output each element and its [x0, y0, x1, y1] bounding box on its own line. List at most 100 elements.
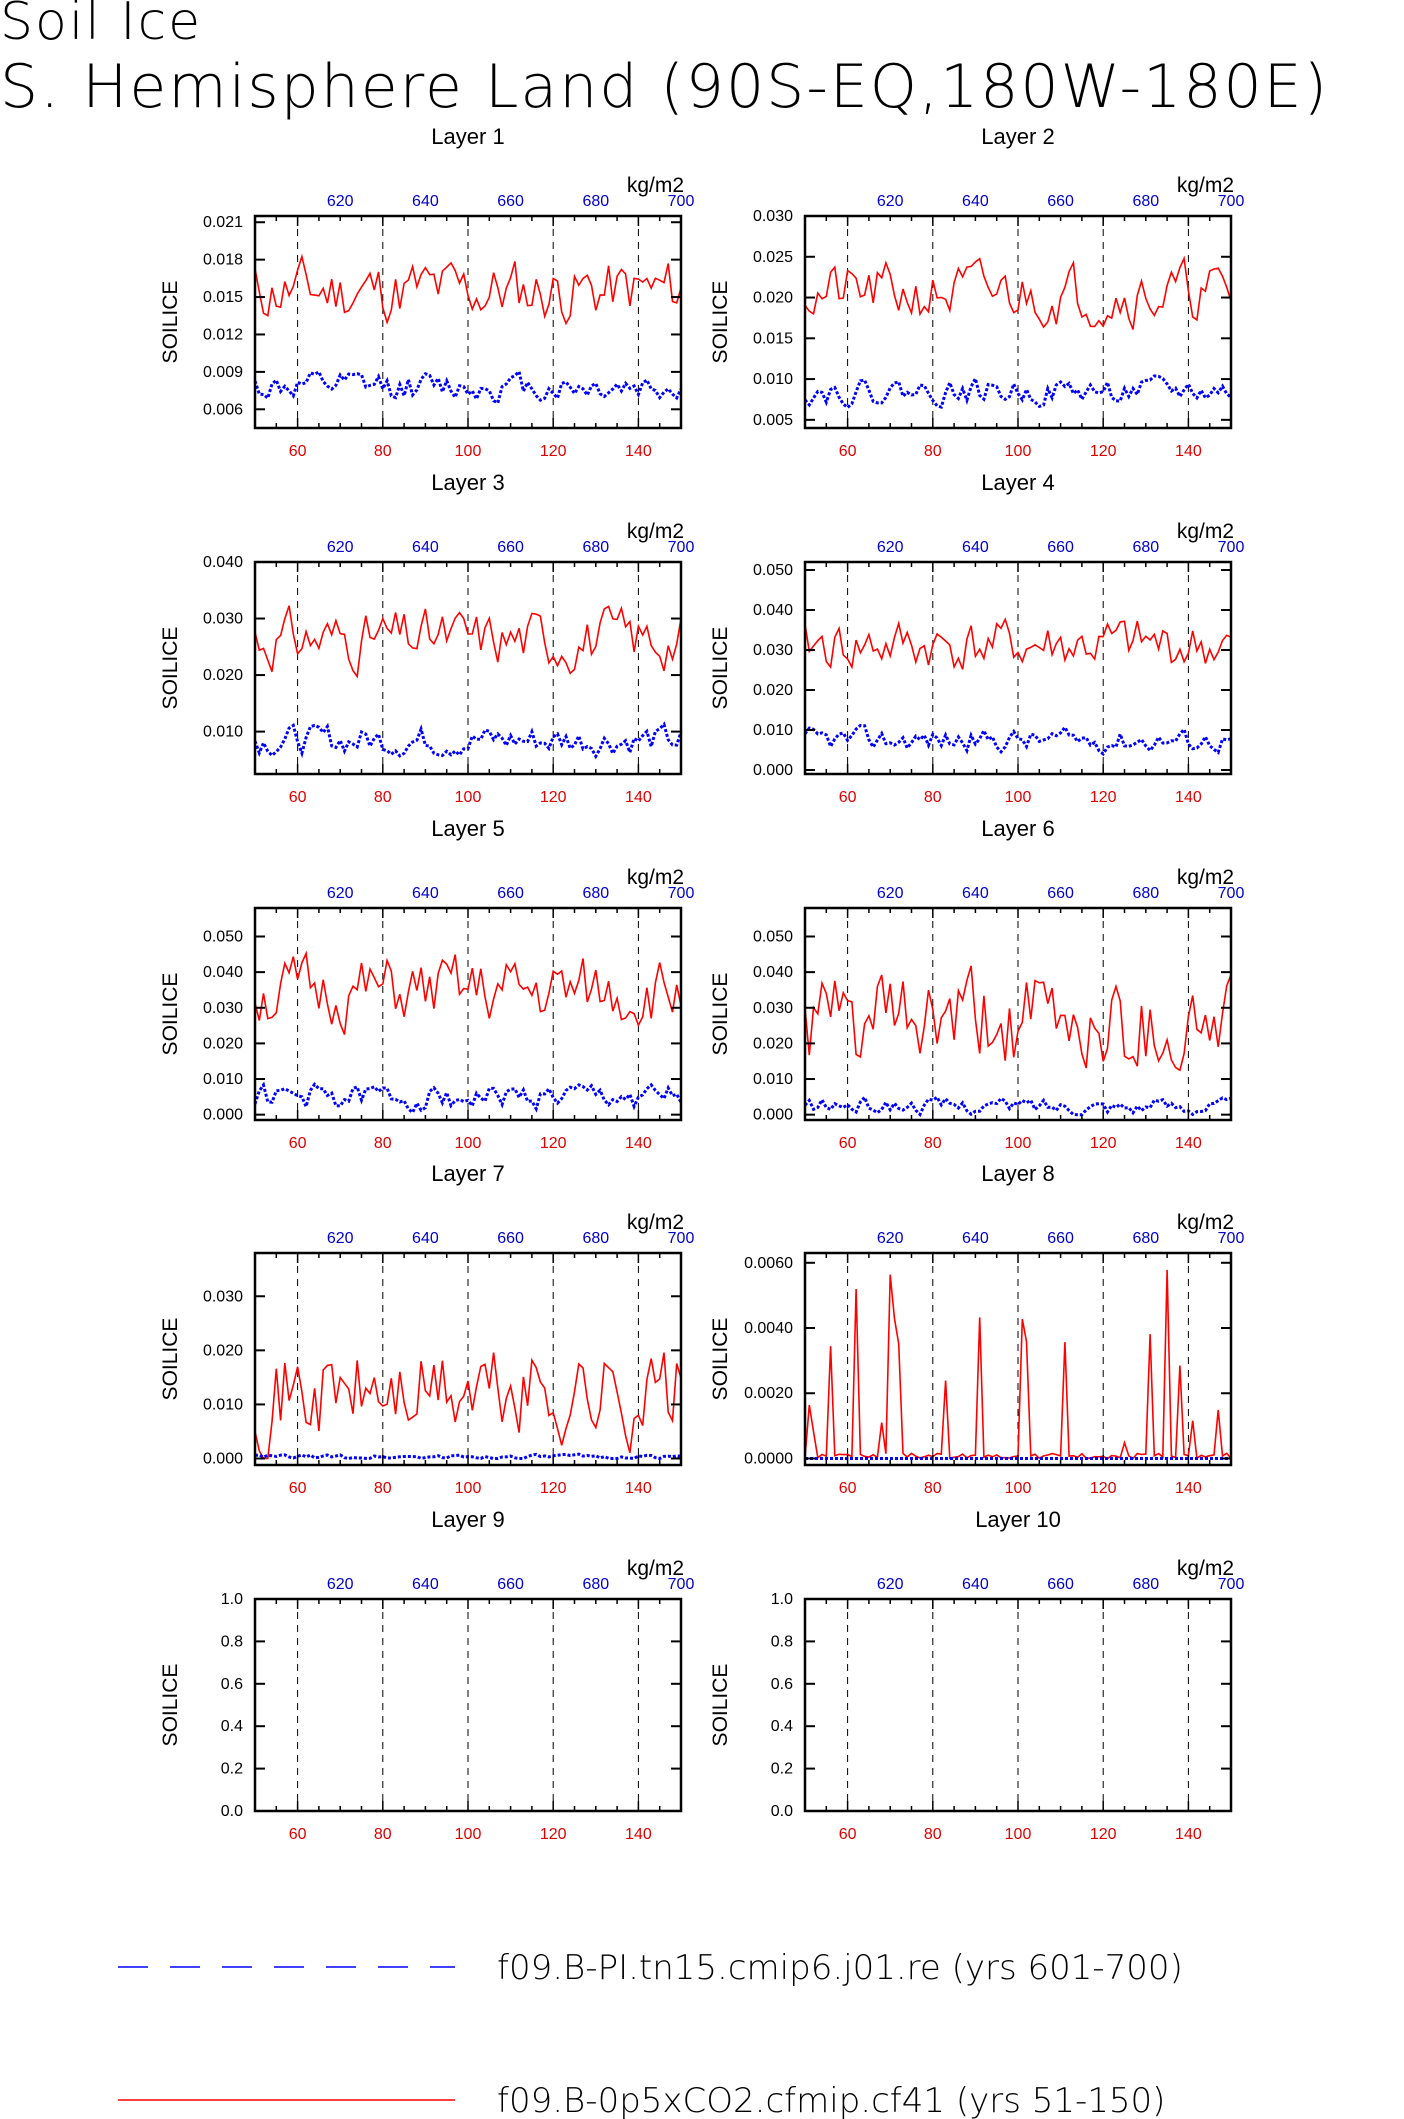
series-line-red	[254, 605, 682, 679]
x2-tick-label: 700	[1218, 193, 1245, 210]
x-tick-label: 140	[1175, 1480, 1202, 1497]
x-tick-label: 120	[540, 789, 567, 806]
y-tick-label: 0.010	[753, 722, 793, 739]
x2-tick-label: 680	[1132, 1576, 1159, 1593]
panel-title: Layer 1	[431, 124, 504, 149]
y-tick-label: 0.030	[753, 208, 793, 225]
y-axis-label: SOILICE	[159, 1664, 182, 1747]
y-axis-label: SOILICE	[709, 973, 732, 1056]
y-tick-label: 0.030	[203, 1000, 243, 1017]
x2-axis-label: kg/m2	[1177, 520, 1234, 543]
y-tick-label: 0.040	[753, 964, 793, 981]
x2-tick-label: 660	[497, 885, 524, 902]
y-tick-label: 0.021	[203, 214, 243, 231]
x2-tick-label: 620	[877, 885, 904, 902]
panel-4: Layer 4 kg/m2 SOILICE 0.000 0.010 0.020 0.030 0…	[709, 470, 1244, 806]
x-tick-label: 140	[625, 1135, 652, 1152]
panel-title: Layer 6	[981, 816, 1054, 841]
x2-tick-label: 700	[668, 1230, 695, 1247]
series-line-blue	[803, 1094, 1232, 1118]
y-tick-label: 0.0000	[744, 1450, 793, 1467]
panel-title: Layer 4	[981, 470, 1054, 495]
x2-axis-label: kg/m2	[1177, 174, 1234, 197]
x2-tick-label: 620	[327, 1230, 354, 1247]
panel-10: Layer 10 kg/m2 SOILICE 0.0 0.2 0.4 0.6 0.8 1.0 60…	[709, 1507, 1244, 1843]
y-tick-label: 0.040	[203, 554, 243, 571]
x2-tick-label: 640	[412, 539, 439, 556]
x-tick-label: 100	[1005, 1135, 1032, 1152]
series-line-red	[804, 617, 1232, 670]
x-tick-label: 60	[839, 789, 857, 806]
y-tick-label: 0.006	[203, 401, 243, 418]
series-line-red	[254, 1352, 682, 1460]
y-tick-label: 0.6	[221, 1676, 243, 1693]
y-tick-label: 0.015	[203, 289, 243, 306]
x2-tick-label: 640	[412, 193, 439, 210]
x-tick-label: 100	[455, 789, 482, 806]
x2-tick-label: 680	[1132, 539, 1159, 556]
x2-tick-label: 680	[1132, 1230, 1159, 1247]
y-axis-label: SOILICE	[709, 1664, 732, 1747]
y-tick-label: 0.000	[753, 1107, 793, 1124]
x2-tick-label: 660	[1047, 885, 1074, 902]
y-tick-label: 0.020	[203, 1342, 243, 1359]
y-tick-label: 0.8	[221, 1633, 243, 1650]
y-axis-label: SOILICE	[159, 1318, 182, 1401]
y-tick-label: 0.030	[753, 642, 793, 659]
y-tick-label: 0.012	[203, 326, 243, 343]
series-line-blue	[253, 721, 683, 760]
x2-tick-label: 680	[582, 1230, 609, 1247]
series-line-red	[804, 965, 1232, 1072]
x-tick-label: 60	[839, 1135, 857, 1152]
x-tick-label: 120	[1090, 789, 1117, 806]
y-tick-label: 0.010	[203, 1071, 243, 1088]
x2-tick-label: 620	[877, 1576, 904, 1593]
panel-1: Layer 1 kg/m2 SOILICE 0.006 0.009 0.012 0.015 0…	[159, 124, 694, 460]
x2-tick-label: 700	[668, 1576, 695, 1593]
x-tick-label: 120	[540, 1826, 567, 1843]
panel-title: Layer 10	[975, 1507, 1061, 1532]
x2-axis-label: kg/m2	[627, 1557, 684, 1580]
x-tick-label: 80	[374, 443, 392, 460]
x2-tick-label: 620	[877, 193, 904, 210]
y-tick-label: 0.4	[221, 1718, 243, 1735]
y-tick-label: 0.050	[203, 929, 243, 946]
y-tick-label: 0.040	[753, 602, 793, 619]
x-tick-label: 60	[289, 789, 307, 806]
x2-tick-label: 700	[668, 193, 695, 210]
y-tick-label: 1.0	[771, 1591, 793, 1608]
y-tick-label: 0.018	[203, 252, 243, 269]
y-tick-label: 0.0	[221, 1803, 243, 1820]
x2-tick-label: 640	[412, 885, 439, 902]
x-tick-label: 140	[625, 1480, 652, 1497]
legend-label: f09.B-0p5xCO2.cfmip.cf41 (yrs 51-150)	[497, 2081, 1165, 2119]
chart-subtitle: S. Hemisphere Land (90S-EQ,180W-180E)	[0, 52, 1329, 122]
x-tick-label: 80	[374, 1826, 392, 1843]
y-axis-label: SOILICE	[159, 281, 182, 364]
x-tick-label: 140	[625, 1826, 652, 1843]
y-tick-label: 0.030	[203, 611, 243, 628]
panel-title: Layer 9	[431, 1507, 504, 1532]
y-tick-label: 0.0040	[744, 1320, 793, 1337]
x-tick-label: 60	[289, 1480, 307, 1497]
y-tick-label: 0.050	[753, 929, 793, 946]
x-tick-label: 100	[1005, 443, 1032, 460]
y-tick-label: 0.000	[753, 762, 793, 779]
y-tick-label: 0.2	[771, 1761, 793, 1778]
x-tick-label: 140	[1175, 789, 1202, 806]
x-tick-label: 100	[1005, 1826, 1032, 1843]
x2-tick-label: 660	[1047, 193, 1074, 210]
y-tick-label: 0.009	[203, 364, 243, 381]
y-axis-label: SOILICE	[709, 1318, 732, 1401]
x-tick-label: 80	[924, 1135, 942, 1152]
x-tick-label: 100	[1005, 1480, 1032, 1497]
x-tick-label: 140	[1175, 443, 1202, 460]
x-tick-label: 80	[374, 1135, 392, 1152]
series-line-blue	[803, 723, 1232, 757]
panel-2: Layer 2 kg/m2 SOILICE 0.005 0.010 0.015 0.020 0…	[709, 124, 1244, 460]
panel-title: Layer 7	[431, 1161, 504, 1186]
panel-3: Layer 3 kg/m2 SOILICE 0.010 0.020 0.030 0.040 6…	[159, 470, 694, 806]
x2-axis-label: kg/m2	[627, 520, 684, 543]
y-tick-label: 0.0	[771, 1803, 793, 1820]
